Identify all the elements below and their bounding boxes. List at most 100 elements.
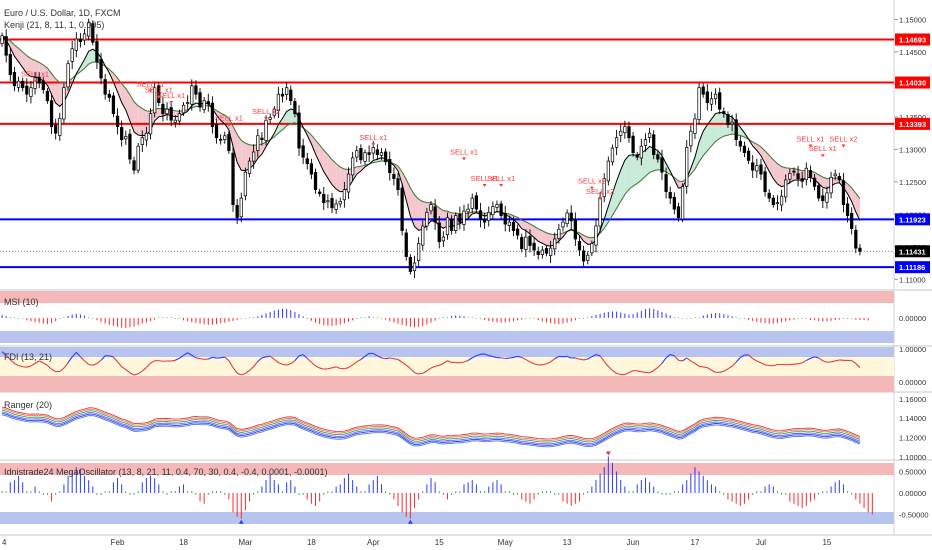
fdi-line-segment [521,356,527,361]
price-tick-label: 1.14500 [899,48,926,57]
candle-body [54,124,58,134]
candle-body [796,173,800,179]
candle-body [120,127,124,141]
candle-body [132,160,136,171]
fdi-line-segment [278,362,283,365]
ma-cloud-segment [715,112,720,142]
candle-body [272,108,276,116]
time-tick-label: 13 [563,538,572,547]
fdi-line-segment [501,357,506,360]
mega-buy-marker [407,519,413,524]
candle-body [520,237,524,250]
mega-lower-band [0,512,894,524]
candle-body [181,104,186,114]
candle [808,165,813,183]
candle [643,133,648,152]
ma-cloud-segment [703,124,708,156]
ma-cloud-segment [740,127,745,138]
candle [66,60,70,91]
candle-body [767,192,771,199]
fdi-line-segment [171,359,176,362]
candle [285,82,289,101]
fdi-line-segment [146,362,151,368]
candle [4,29,8,63]
candle [680,183,685,223]
fdi-line-segment [665,354,671,359]
fdi-line-segment [703,366,708,369]
candle [161,96,165,122]
candle [355,145,359,163]
ma-cloud-segment [241,140,246,171]
fdi-line-segment [566,355,572,359]
ma-cloud-segment [699,131,704,162]
time-tick-label: Apr [367,538,380,547]
sell-signal-label: SELL x2 [586,187,614,196]
level-tag-label: 1.11923 [899,215,926,224]
fdi-line-segment [797,362,803,365]
candle-body [82,33,87,41]
candle [482,212,487,229]
candle-body [734,119,738,141]
fdi-line-segment [228,360,234,368]
candle-body [173,119,177,123]
candle [202,97,206,114]
candle-body [12,72,17,87]
level-tag [895,76,930,89]
ma-cloud-segment [39,62,44,81]
ma-cloud-segment [538,228,543,244]
candle [144,126,149,147]
candle-body [619,130,623,136]
fdi-line-segment [711,369,716,373]
candle [41,76,45,94]
time-tick-label: Feb [111,538,125,547]
candle [280,87,285,103]
fdi-line-segment [133,373,139,376]
fdi-line-segment [835,359,840,362]
candle [487,206,491,227]
candle-body [318,191,322,194]
fdi-line-segment [628,370,634,374]
ranger-band-line [1,409,861,443]
candle-body [610,147,615,163]
sell-signal-marker [226,123,231,127]
candle [693,113,697,140]
candle-body [301,145,305,158]
candle-body [623,126,627,134]
candle [272,106,276,119]
candle-body [198,92,202,108]
candle-body [58,117,62,136]
fdi-line-segment [183,352,188,356]
time-tick-label: Mar [239,538,253,547]
fdi-line-segment [232,367,238,374]
candle [235,198,239,224]
candle [466,203,470,218]
fdi-line-segment [756,360,762,364]
fdi-upper-band [0,347,894,357]
candle-body [144,132,149,141]
fdi-line-segment [75,351,81,358]
candle [367,145,371,162]
fdi-line-segment [397,359,403,363]
candle-body [223,135,227,141]
ranger-band-line [1,406,861,440]
ma-cloud-segment [30,58,36,77]
candle [223,131,227,144]
price-tick-label: 1.12500 [899,178,926,187]
candle [124,130,128,145]
candle [821,188,825,209]
fdi-line-segment [245,370,250,374]
candle-body [124,136,128,140]
fdi-line-segment [673,355,679,361]
ma-cloud-segment [125,88,130,121]
candle [342,181,347,208]
candle-body [458,213,462,223]
fdi-line-segment [352,361,358,366]
candle-body [202,100,206,110]
candle-body [561,221,565,228]
fdi-line-segment [430,365,436,369]
candle [524,229,528,258]
candle-body [280,93,285,97]
fdi-line-segment [525,359,531,363]
candle-body [742,145,747,153]
